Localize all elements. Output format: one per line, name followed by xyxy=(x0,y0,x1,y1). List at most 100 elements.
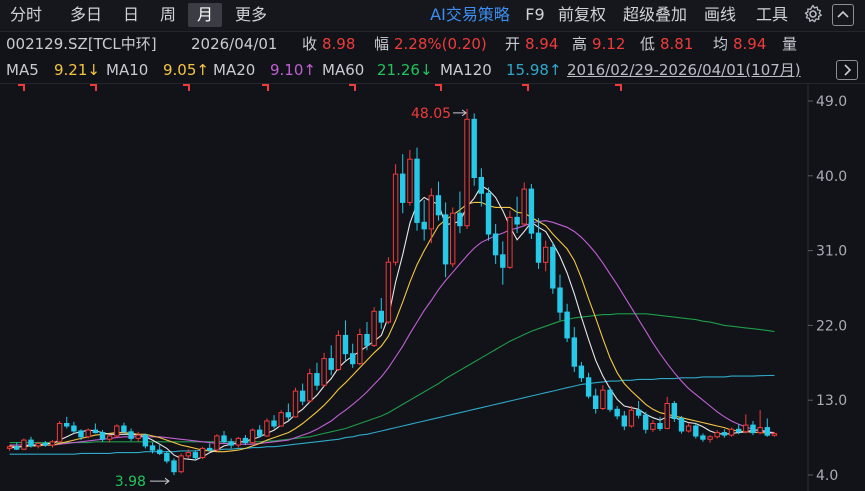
tab-multi-day[interactable]: 多日 xyxy=(69,5,102,24)
period-marker xyxy=(435,84,442,91)
candle-up xyxy=(464,118,470,227)
period-marker xyxy=(262,84,269,91)
candle-down xyxy=(671,403,677,419)
candle-up xyxy=(407,158,413,203)
candle-down xyxy=(164,452,170,462)
max-price-label: 48.05 xyxy=(411,106,451,122)
candle-down xyxy=(364,334,370,346)
y-tick-label: 31.0 xyxy=(816,244,847,260)
f9-button[interactable]: F9 xyxy=(525,5,545,24)
candle-down xyxy=(643,414,649,430)
ma60-line xyxy=(9,313,775,444)
monthly-candlestick-chart[interactable]: 49.0 40.0 31.0 22.0 13.0 4.0 48.05 3.98 xyxy=(0,84,865,491)
overlay-button[interactable]: 超级叠加 xyxy=(622,5,687,24)
candle-up xyxy=(600,389,606,410)
ma20-value: 9.10↑ xyxy=(270,61,316,79)
close-label: 收 xyxy=(302,35,318,53)
candle-down xyxy=(242,437,249,444)
candle-up xyxy=(114,425,120,437)
min-arrow xyxy=(164,477,170,485)
candle-up xyxy=(371,310,377,346)
gear-icon[interactable] xyxy=(803,4,823,24)
candle-down xyxy=(128,431,134,439)
candle-down xyxy=(750,424,756,434)
candle-down xyxy=(228,441,234,446)
candle-down xyxy=(400,173,406,203)
candle-up xyxy=(35,442,41,447)
candle-down xyxy=(99,432,106,440)
candle-down xyxy=(528,188,535,234)
candle-up xyxy=(235,437,242,446)
candle-up xyxy=(321,358,327,386)
tab-weekly[interactable]: 周 xyxy=(159,5,176,24)
open-value: 8.94 xyxy=(525,35,559,53)
candle-down xyxy=(721,432,728,436)
candle-down xyxy=(421,221,427,230)
low-value: 8.81 xyxy=(660,35,694,53)
date-range[interactable]: 2016/02/29-2026/04/01(107月) xyxy=(567,61,801,79)
candle-down xyxy=(71,425,77,432)
candle-up xyxy=(757,427,763,434)
candle-up xyxy=(307,373,313,402)
candle-up xyxy=(543,246,549,263)
y-tick-label: 22.0 xyxy=(816,318,847,334)
candle-up xyxy=(664,403,670,429)
candle-down xyxy=(514,216,520,225)
candle-up xyxy=(56,423,63,443)
tab-daily[interactable]: 日 xyxy=(122,5,139,24)
candle-up xyxy=(628,409,635,427)
candle-down xyxy=(621,415,627,427)
candle-down xyxy=(142,434,149,447)
candle-down xyxy=(457,212,463,227)
period-marker xyxy=(615,84,622,91)
candle-up xyxy=(714,432,720,438)
candle-down xyxy=(485,192,492,235)
candle-up xyxy=(185,452,192,457)
stock-code: 002129.SZ[TCL中环] xyxy=(6,35,157,53)
candle-up xyxy=(292,390,299,418)
ai-strategy-button[interactable]: AI交易策略 xyxy=(430,5,510,24)
ma20-label: MA20 xyxy=(213,61,256,79)
low-label: 低 xyxy=(640,35,656,53)
candle-up xyxy=(178,455,184,473)
close-value: 8.98 xyxy=(322,35,356,53)
candle-up xyxy=(743,424,749,433)
collapse-button[interactable] xyxy=(832,4,854,26)
volume-label: 量 xyxy=(782,35,798,53)
candle-down xyxy=(192,452,199,459)
candle-up xyxy=(707,436,713,440)
fuquan-button[interactable]: 前复权 xyxy=(557,5,606,24)
candle-down xyxy=(557,287,563,313)
candle-up xyxy=(450,212,456,265)
candle-down xyxy=(314,373,320,386)
quote-info-bar: 002129.SZ[TCL中环] 2026/04/01 收 8.98 幅 2.2… xyxy=(0,31,865,57)
candle-down xyxy=(350,353,356,365)
draw-button[interactable]: 画线 xyxy=(703,5,736,24)
ma60-value: 21.26↓ xyxy=(377,61,433,79)
ma5-label: MA5 xyxy=(6,61,39,79)
tab-intraday[interactable]: 分时 xyxy=(9,5,42,24)
candle-up xyxy=(521,188,527,225)
candle-down xyxy=(614,408,620,417)
period-marker xyxy=(349,84,356,91)
open-label: 开 xyxy=(505,35,521,53)
ma20-line xyxy=(9,220,775,446)
candle-down xyxy=(378,310,385,323)
high-value: 9.12 xyxy=(592,35,626,53)
candle-up xyxy=(249,429,256,444)
candle-up xyxy=(650,423,656,430)
candle-up xyxy=(728,428,735,436)
next-button[interactable] xyxy=(836,60,858,80)
candle-down xyxy=(564,311,570,339)
tab-monthly[interactable]: 月 xyxy=(188,3,222,27)
candle-down xyxy=(764,427,770,436)
tools-button[interactable]: 工具 xyxy=(755,5,788,24)
period-marker xyxy=(90,84,97,91)
candle-up xyxy=(771,433,778,436)
tab-more[interactable]: 更多 xyxy=(234,5,267,24)
candle-up xyxy=(106,435,113,440)
candle-down xyxy=(535,232,542,263)
period-marker xyxy=(183,84,190,91)
ma10-label: MA10 xyxy=(106,61,149,79)
candle-up xyxy=(264,420,270,437)
